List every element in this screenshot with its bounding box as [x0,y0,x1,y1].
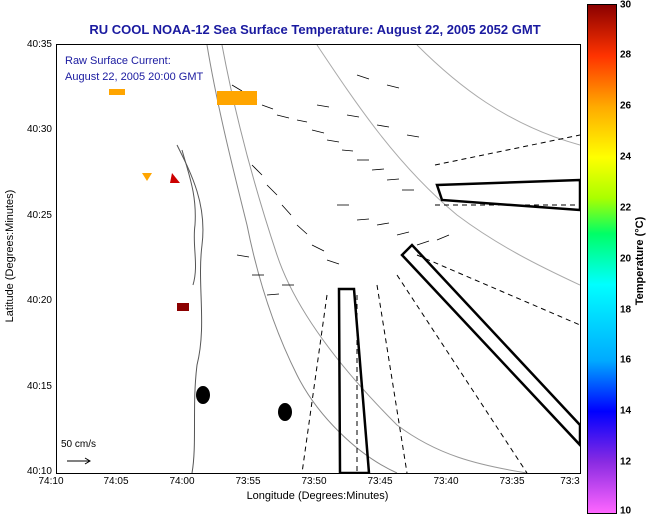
range-line [376,284,408,473]
sector-polygon [435,178,580,212]
x-tick-label: 74:00 [169,476,195,487]
colorbar-tick: 12 [620,456,632,468]
bathymetry-contour [316,45,580,286]
vector-arrow [341,149,354,152]
radar-sectors [337,178,580,473]
vector-arrow [296,119,308,123]
range-line [434,134,580,166]
colorbar-tick: 30 [620,0,632,11]
station-marker [196,386,210,404]
colorbar-label: Temperature (°C) [634,216,646,306]
colorbar-tick: 26 [620,100,632,112]
vector-arrow [266,293,280,296]
colorbar-tick: 24 [620,151,632,163]
x-tick-label: 73:40 [433,476,459,487]
sst-patch-warm [142,173,152,181]
x-tick-label: 73:45 [367,476,393,487]
colorbar-tick: 28 [620,49,632,61]
y-tick-label: 40:20 [26,295,52,306]
vector-arrow [346,114,360,118]
colorbar-tick: 18 [620,304,632,316]
x-tick-label: 73:35 [499,476,525,487]
vector-arrow [326,259,340,265]
vector-arrow [376,124,390,128]
coastline [176,144,204,473]
range-line [301,294,328,473]
vector-arrow [371,168,385,171]
colorbar-tick: 16 [620,354,632,366]
vector-arrow [276,114,290,119]
current-timestamp: August 22, 2005 20:00 GMT [65,71,204,83]
vector-arrow [416,240,430,246]
colorbar-tick: 20 [620,253,632,265]
x-tick-label: 73:3 [560,476,580,487]
y-tick-label: 40:35 [26,39,52,50]
range-line [396,274,528,473]
sst-patch-warm [217,91,257,105]
vector-arrow [386,84,400,89]
vector-arrow [311,129,325,134]
vector-arrow [356,74,370,80]
vector-arrow [261,104,274,110]
scale-arrow [67,457,91,465]
bathymetry-contour [221,45,528,473]
sector-polygon [337,287,371,473]
current-caption: Raw Surface Current: [65,55,171,67]
colorbar-tick: 10 [620,505,632,517]
map-title: RU COOL NOAA-12 Sea Surface Temperature:… [89,22,541,37]
scale-label: 50 cm/s [61,439,97,450]
vector-arrow [326,139,340,143]
bathymetry-contour [416,45,580,146]
vector-arrow [316,104,330,108]
vector-arrow [231,84,243,92]
sst-patch-warm [109,89,125,95]
vector-arrow [396,231,410,236]
vector-arrow [236,254,250,258]
vector-arrow [406,134,420,138]
sst-patch-hot [170,173,180,183]
vector-arrow [296,224,308,235]
vector-arrow [251,164,263,176]
y-tick-label: 40:10 [26,466,52,477]
vector-arrow [281,204,292,216]
temperature-colorbar [587,4,617,514]
vector-arrow [376,222,390,226]
bathymetry-contour [206,45,398,473]
vector-arrow [356,218,370,221]
colorbar-tick: 14 [620,405,632,417]
x-tick-label: 73:50 [301,476,327,487]
sector-polygon [400,243,580,447]
station-marker [278,403,292,421]
y-tick-label: 40:15 [26,381,52,392]
coastline-inner [181,149,196,286]
vector-arrow [436,234,450,241]
map-plot-area[interactable]: Raw Surface Current: August 22, 2005 20:… [56,44,581,474]
colorbar-tick: 22 [620,202,632,214]
y-axis-label: Latitude (Degrees:Minutes) [4,189,16,323]
x-tick-label: 74:05 [103,476,129,487]
current-vectors [231,74,450,296]
y-tick-label: 40:30 [26,124,52,135]
vector-arrow [386,178,400,181]
x-tick-label: 73:55 [235,476,261,487]
y-tick-label: 40:25 [26,210,52,221]
x-tick-label: 74:10 [38,476,64,487]
vector-arrow [311,244,325,252]
sst-patch-hot [177,303,189,311]
range-line [416,254,580,326]
vector-arrow [266,184,278,196]
x-axis-label: Longitude (Degrees:Minutes) [246,490,389,502]
map-canvas [67,45,580,473]
